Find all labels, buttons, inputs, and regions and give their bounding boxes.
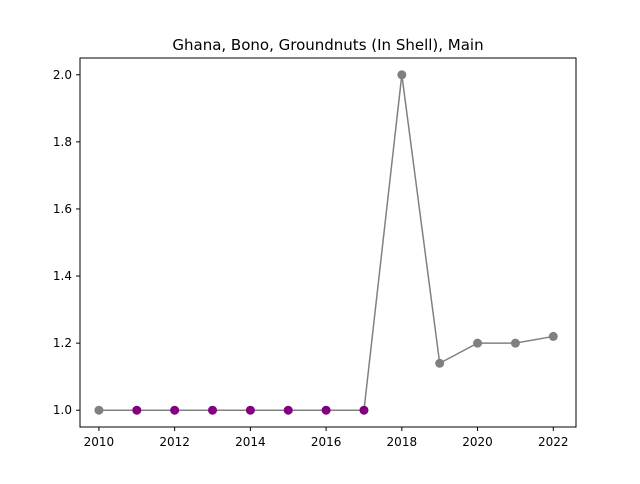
x-tick-label: 2018 bbox=[387, 435, 418, 449]
data-point bbox=[510, 338, 520, 348]
data-point bbox=[132, 405, 142, 415]
data-point bbox=[245, 405, 255, 415]
series-line bbox=[98, 74, 554, 411]
data-point bbox=[359, 405, 369, 415]
y-tick-label: 2.0 bbox=[53, 68, 72, 82]
y-tick-label: 1.0 bbox=[53, 403, 72, 417]
chart-title: Ghana, Bono, Groundnuts (In Shell), Main bbox=[172, 36, 483, 54]
data-point bbox=[435, 358, 445, 368]
data-point bbox=[283, 405, 293, 415]
data-point bbox=[548, 331, 558, 341]
data-point bbox=[94, 405, 104, 415]
y-tick-label: 1.6 bbox=[53, 202, 72, 216]
x-tick-label: 2020 bbox=[462, 435, 493, 449]
data-point bbox=[473, 338, 483, 348]
data-point bbox=[170, 405, 180, 415]
data-point bbox=[397, 70, 407, 80]
x-tick-label: 2012 bbox=[159, 435, 190, 449]
data-point bbox=[321, 405, 331, 415]
plot-area-frame bbox=[79, 57, 577, 428]
x-tick-label: 2010 bbox=[84, 435, 115, 449]
data-point bbox=[208, 405, 218, 415]
y-tick-label: 1.4 bbox=[53, 269, 72, 283]
y-tick-label: 1.8 bbox=[53, 135, 72, 149]
x-tick-label: 2016 bbox=[311, 435, 342, 449]
x-tick-label: 2014 bbox=[235, 435, 266, 449]
x-tick-label: 2022 bbox=[538, 435, 569, 449]
y-tick-label: 1.2 bbox=[53, 336, 72, 350]
